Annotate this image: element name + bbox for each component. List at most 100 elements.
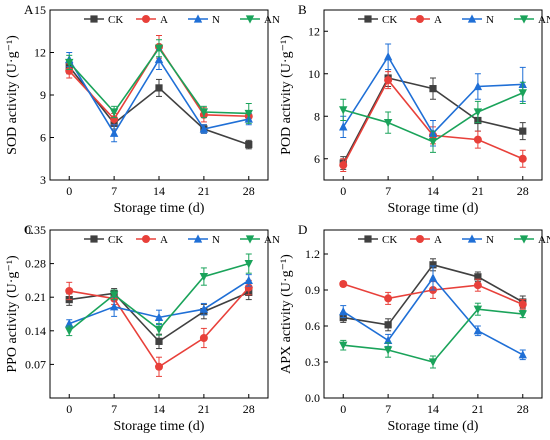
panel-a-series-an-point [199,108,209,117]
panel-a-series-n-point [109,128,119,137]
panel-a-legend-marker [142,15,150,23]
panel-c-ytick-label: 0.28 [25,257,46,271]
panel-a-legend-label: A [160,14,168,26]
panel-b-xlabel: Storage time (d) [388,201,479,216]
panel-d-xtick-label: 14 [427,402,439,416]
panel-a-legend-marker [245,15,255,24]
panel-a-ytick-label: 3 [40,173,46,187]
panel-b-series-an-point [339,106,348,115]
panel-b-xtick-label: 28 [517,184,529,198]
panel-d-legend-marker [467,234,477,243]
panel-c-series-n [65,274,253,328]
panel-d-xtick-label: 7 [385,402,391,416]
panel-d-series-ck-point [384,321,392,329]
panel-d-series-an-point [428,358,438,367]
panel-d-xlabel: Storage time (d) [388,419,479,434]
panel-b-legend-label: A [434,14,442,26]
panel-d-xtick-label: 0 [340,402,346,416]
panel-b-xtick-label: 0 [340,184,346,198]
panel-a-legend-marker [90,15,98,23]
panel-c: C 0 7 14 21 28 0.07 0.14 0.21 0.28 0.35 Storage tim… [5,222,280,434]
panel-d-series-n-point [428,273,438,282]
panel-b-xtick-label: 14 [427,184,439,198]
panel-b-series-a-point [384,76,393,85]
panel-c-series-a-point [244,283,253,292]
panel-d-series-a-point [473,281,482,290]
panel-c-legend-label: N [212,234,220,246]
panel-d-series-n-point [383,335,393,344]
panel-b-ytick-label: 6 [314,152,320,166]
panel-d-series-an-point [339,341,348,350]
panel-c-series-an-point [244,260,253,269]
panel-c-series-a-point [199,334,208,342]
panel-a-xtick-label: 21 [198,184,210,198]
panel-a-ytick-label: 12 [34,46,46,60]
panel-c-series-a-point [65,286,74,295]
panel-c-series-an [65,253,253,337]
panel-c-ylabel: PPO activity (U·g⁻¹) [5,255,20,373]
panel-d-letter: D [298,222,307,237]
panel-c-series-a [65,279,253,377]
panel-c-series-n-point [154,312,164,321]
panel-a-legend-marker [193,14,203,23]
panel-b-letter: B [298,2,307,17]
panel-c-legend-label: CK [108,234,123,246]
panel-b-legend-label: CK [382,14,397,26]
panel-b-legend: CK A N AN [358,14,550,26]
panel-a-ylabel: SOD activity (U·g⁻¹) [5,35,20,155]
panel-a-legend-label: CK [108,14,123,26]
panel-b-series-an-point [383,119,393,128]
panel-b-ylabel: POD activity (U·g⁻¹) [279,35,294,155]
panel-b-series-an-point [428,138,438,147]
panel-b-ytick-label: 10 [308,67,320,81]
panel-a-xtick-label: 7 [111,184,117,198]
panel-d-legend-marker [519,235,529,244]
panel-b-legend-label: AN [538,14,550,26]
panel-c-series-n-point [65,319,74,328]
panel-c-legend-marker [90,235,98,243]
panel-a-legend: CK A N AN [84,14,280,26]
panel-a-series-ck-point [245,140,253,149]
panel-b-xtick-label: 7 [385,184,391,198]
panel-a-legend-label: AN [264,14,280,26]
panel-d-series-an [339,302,527,369]
panel-d-legend-label: A [434,234,442,246]
panel-c-series-n-point [244,275,253,284]
panel-b-series-a-point [518,154,527,163]
panel-d-series-ck-point [474,273,482,281]
panel-a-series-ck-point [155,84,163,92]
panel-a-letter: A [24,2,34,17]
panel-d-legend-label: CK [382,234,397,246]
panel-b-legend-marker [364,15,372,23]
panel-d-ylabel: APX activity (U·g⁻¹) [279,254,294,374]
panel-b-ytick-label: 12 [308,24,320,38]
panel-b-xtick-label: 21 [472,184,484,198]
panel-b-series-a-point [339,161,348,170]
panel-d-ytick-label: 0.9 [305,283,320,297]
panel-b-ytick-label: 8 [314,109,320,123]
panel-b-series-a-point [473,135,482,144]
panel-c-series-n-point [199,304,209,313]
panel-d-legend-marker [364,235,372,243]
panel-c-letter: C [24,222,33,237]
panel-b-legend-label: N [486,14,494,26]
panel-d-ytick-label: 0.6 [305,319,320,333]
panel-b-legend-marker [467,14,477,23]
panel-d: D 0 7 14 21 28 0.0 0.3 0.6 0.9 1.2 Storage time (d)… [279,222,550,434]
panel-d-legend-marker [416,235,424,243]
panel-c-ytick-label: 0.21 [25,290,46,304]
panel-b: B 0 7 14 21 28 6 8 10 12 Storage time (d) POD activ… [279,2,550,216]
panel-d-ytick-label: 0.0 [305,391,320,405]
panel-d-series-a-point [339,280,348,288]
panel-d-ytick-label: 0.3 [305,355,320,369]
panel-a-series-n-point [154,54,164,64]
panel-c-legend: CK A N AN [84,234,280,246]
panel-a-xtick-label: 14 [153,184,165,198]
panel-c-xtick-label: 14 [153,402,165,416]
panel-d-series-an-line [343,308,523,363]
panel-c-series-a-point [155,362,163,371]
panel-a-xtick-label: 0 [66,184,72,198]
panel-c-ytick-label: 0.35 [25,223,46,237]
panel-b-series-an-point [518,89,527,98]
